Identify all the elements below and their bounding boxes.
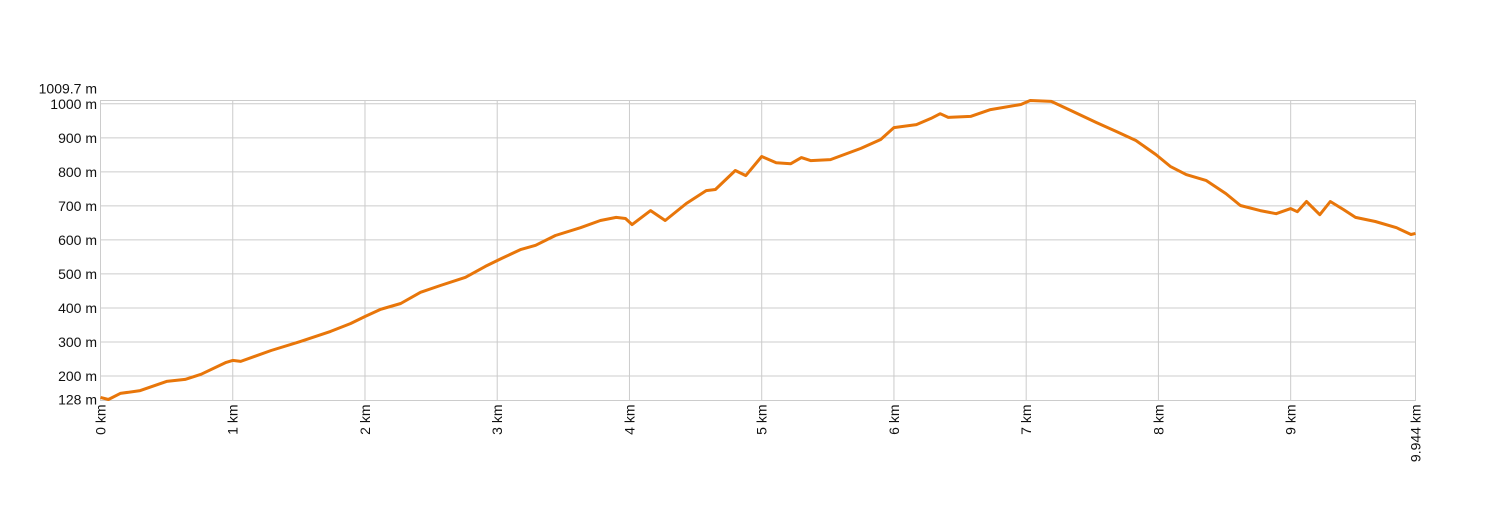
y-tick-label: 400 m [58, 300, 97, 316]
y-tick-label: 600 m [58, 232, 97, 248]
y-axis-labels: 128 m 200 m 300 m 400 m 500 m 600 m 700 m 800 m… [39, 81, 97, 408]
x-tick-label: 8 km [1150, 405, 1166, 435]
y-tick-label: 300 m [58, 334, 97, 350]
x-tick-label: 5 km [754, 405, 770, 435]
x-tick-label: 3 km [489, 405, 505, 435]
x-tick-label: 9.944 km [1408, 405, 1424, 463]
y-tick-label: 800 m [58, 164, 97, 180]
x-tick-label: 2 km [357, 405, 373, 435]
x-axis-labels: 0 km 1 km 2 km 3 km 4 km 5 km 6 km 7 km 8 km 9 km… [93, 405, 1424, 463]
plot-frame [100, 100, 1416, 401]
grid [100, 100, 1416, 401]
x-tick-label: 4 km [621, 405, 637, 435]
x-tick-label: 0 km [93, 405, 109, 435]
x-tick-label: 1 km [225, 405, 241, 435]
y-tick-label: 128 m [58, 392, 97, 408]
x-tick-label: 9 km [1283, 405, 1299, 435]
elevation-line [100, 99, 1416, 401]
y-tick-label: 1009.7 m [39, 81, 97, 97]
y-tick-label: 900 m [58, 130, 97, 146]
y-tick-label: 1000 m [50, 96, 97, 112]
x-tick-label: 7 km [1018, 405, 1034, 435]
x-tick-label: 6 km [886, 405, 902, 435]
y-tick-label: 200 m [58, 368, 97, 384]
y-tick-label: 500 m [58, 266, 97, 282]
y-tick-label: 700 m [58, 198, 97, 214]
